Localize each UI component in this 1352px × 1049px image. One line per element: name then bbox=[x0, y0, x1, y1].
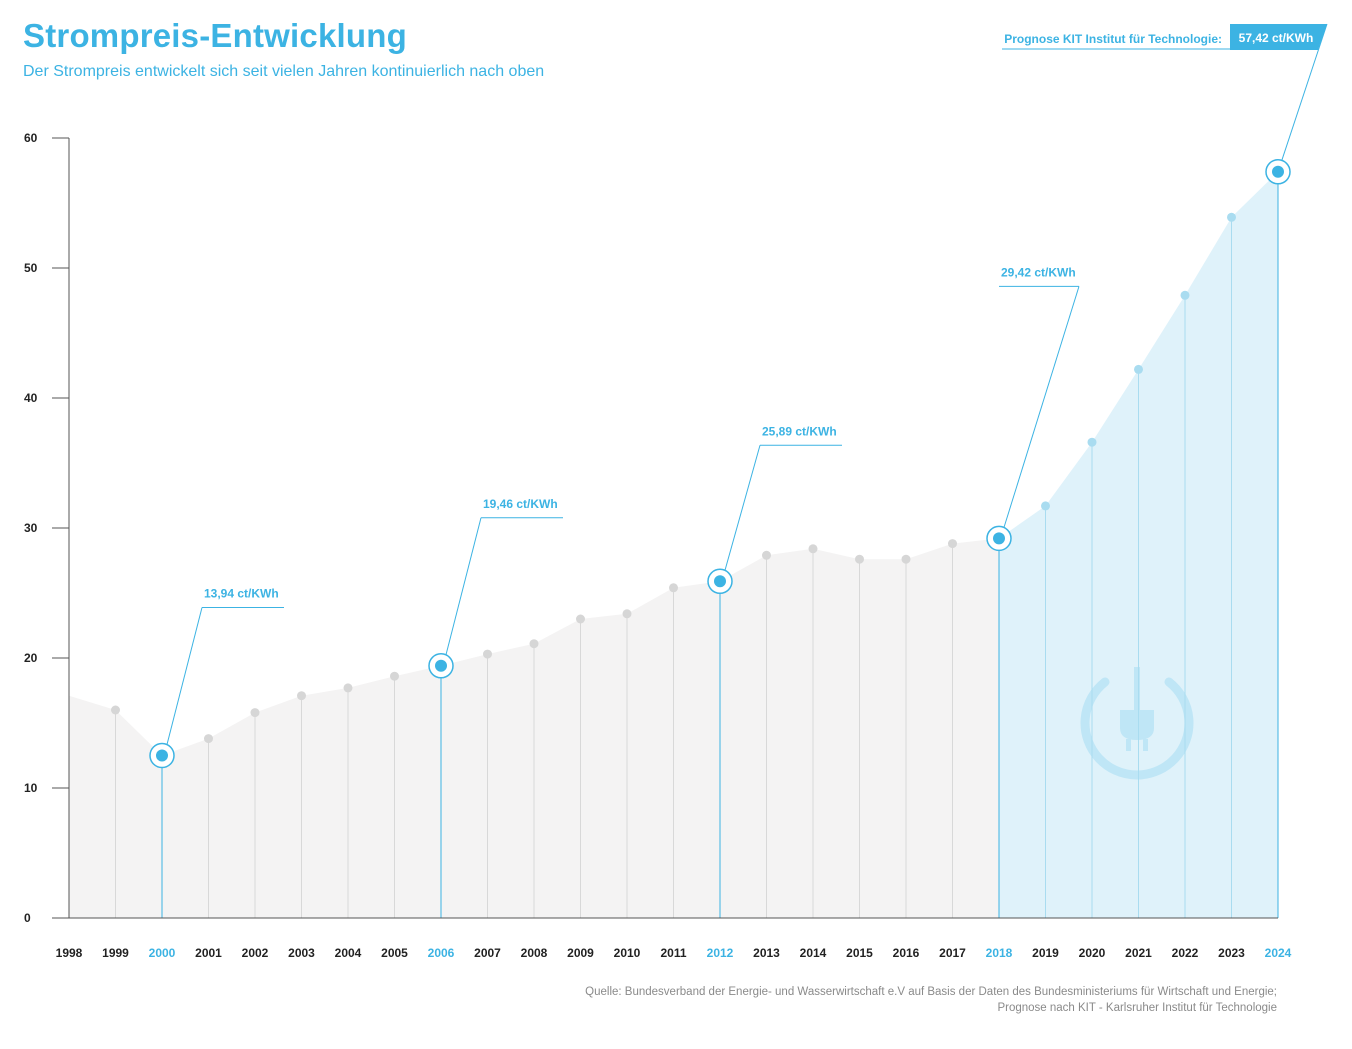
x-tick-label-2010: 2010 bbox=[614, 946, 641, 960]
x-tick-label-2005: 2005 bbox=[381, 946, 408, 960]
y-tick-label-60: 60 bbox=[24, 131, 38, 145]
x-tick-label-2023: 2023 bbox=[1218, 946, 1245, 960]
callout-label-2006: 19,46 ct/KWh bbox=[483, 497, 558, 511]
highlight-point-2018 bbox=[993, 532, 1005, 545]
plug-pin-right bbox=[1143, 739, 1148, 751]
data-point-2009 bbox=[576, 614, 585, 624]
prognose-value: 57,42 ct/KWh bbox=[1239, 31, 1314, 45]
x-tick-label-1998: 1998 bbox=[56, 946, 83, 960]
data-point-2022 bbox=[1180, 290, 1190, 300]
source-note: Quelle: Bundesverband der Energie- und W… bbox=[585, 985, 1277, 1016]
highlight-point-2006 bbox=[435, 659, 447, 672]
callout-label-2000: 13,94 ct/KWh bbox=[204, 587, 279, 601]
callout-leader-2012 bbox=[724, 445, 761, 571]
x-tick-label-2013: 2013 bbox=[753, 946, 780, 960]
drop-lines bbox=[115, 171, 1279, 918]
y-tick-label-40: 40 bbox=[24, 391, 38, 405]
x-axis-labels: 1998 1999 2000 2001 2002 2003 2004 2005 2006 2007… bbox=[56, 946, 1292, 960]
y-tick-label-10: 10 bbox=[24, 781, 38, 795]
data-point-2008 bbox=[529, 639, 539, 649]
x-tick-label-2022: 2022 bbox=[1172, 946, 1199, 960]
data-point-2014 bbox=[808, 544, 818, 554]
x-tick-label-2012: 2012 bbox=[707, 946, 734, 960]
data-point-2002 bbox=[250, 708, 260, 718]
callout-label-2018: 29,42 ct/KWh bbox=[1001, 265, 1076, 279]
highlight-point-2024 bbox=[1272, 165, 1284, 178]
x-tick-label-2004: 2004 bbox=[335, 946, 362, 960]
x-tick-label-2018: 2018 bbox=[986, 946, 1013, 960]
data-point-2005 bbox=[390, 671, 399, 681]
data-point-2020 bbox=[1087, 437, 1097, 447]
x-tick-label-2003: 2003 bbox=[288, 946, 315, 960]
y-tick-label-0: 0 bbox=[24, 911, 31, 925]
x-tick-label-2017: 2017 bbox=[939, 946, 966, 960]
data-point-2019 bbox=[1041, 501, 1050, 511]
plug-power-icon bbox=[1080, 667, 1194, 780]
data-point-2013 bbox=[762, 550, 771, 560]
x-tick-label-2024: 2024 bbox=[1265, 946, 1292, 960]
prognose-leader bbox=[1281, 23, 1328, 160]
x-tick-label-2019: 2019 bbox=[1032, 946, 1059, 960]
x-tick-label-2016: 2016 bbox=[893, 946, 920, 960]
source-line-2: Prognose nach KIT - Karlsruher Institut … bbox=[997, 1001, 1277, 1014]
data-point-2010 bbox=[622, 609, 632, 619]
callout-leader-2018 bbox=[1003, 286, 1080, 528]
plug-body bbox=[1120, 710, 1154, 740]
x-tick-label-2014: 2014 bbox=[800, 946, 827, 960]
y-tick-label-50: 50 bbox=[24, 261, 38, 275]
chart-subtitle: Der Strompreis entwickelt sich seit viel… bbox=[23, 63, 545, 80]
highlight-point-2012 bbox=[714, 575, 726, 588]
data-point-2015 bbox=[855, 554, 864, 564]
x-tick-label-2011: 2011 bbox=[660, 946, 686, 960]
data-point-2021 bbox=[1134, 364, 1143, 374]
x-tick-label-2006: 2006 bbox=[428, 946, 455, 960]
prognose-value-box bbox=[1230, 24, 1327, 50]
x-tick-label-1999: 1999 bbox=[102, 946, 129, 960]
x-tick-label-2021: 2021 bbox=[1125, 946, 1152, 960]
x-tick-label-2015: 2015 bbox=[846, 946, 873, 960]
callout-leader-2006 bbox=[445, 517, 482, 655]
data-point-2016 bbox=[901, 554, 911, 564]
source-line-1: Quelle: Bundesverband der Energie- und W… bbox=[585, 986, 1277, 998]
x-tick-label-2002: 2002 bbox=[242, 946, 269, 960]
data-point-1999 bbox=[111, 705, 120, 715]
plug-pin-left bbox=[1126, 739, 1131, 751]
axes: 0 10 20 30 40 50 60 bbox=[24, 131, 1278, 925]
prognose-callout: Prognose KIT Institut für Technologie: 5… bbox=[1002, 23, 1328, 160]
x-tick-label-2000: 2000 bbox=[149, 946, 176, 960]
data-points bbox=[111, 159, 1291, 769]
x-tick-label-2009: 2009 bbox=[567, 946, 594, 960]
x-tick-label-2007: 2007 bbox=[474, 946, 501, 960]
data-point-2004 bbox=[343, 683, 353, 693]
y-tick-label-20: 20 bbox=[24, 651, 38, 665]
callout-label-2012: 25,89 ct/KWh bbox=[762, 424, 837, 438]
prognose-label: Prognose KIT Institut für Technologie: bbox=[1004, 32, 1222, 46]
callouts: 13,94 ct/KWh 19,46 ct/KWh 25,89 ct/KWh 29,4… bbox=[166, 265, 1080, 745]
power-ring bbox=[1080, 677, 1194, 780]
highlight-point-2000 bbox=[156, 749, 168, 762]
x-tick-label-2001: 2001 bbox=[195, 946, 222, 960]
data-point-2007 bbox=[483, 649, 492, 659]
data-point-2011 bbox=[669, 583, 678, 593]
data-point-2003 bbox=[297, 691, 306, 701]
y-tick-label-30: 30 bbox=[24, 521, 38, 535]
x-tick-label-2008: 2008 bbox=[521, 946, 548, 960]
callout-leader-2000 bbox=[166, 607, 203, 745]
data-point-2023 bbox=[1227, 212, 1236, 222]
data-point-2001 bbox=[204, 734, 213, 744]
x-tick-label-2020: 2020 bbox=[1079, 946, 1106, 960]
chart-title: Strompreis-Entwicklung bbox=[23, 17, 407, 54]
data-point-2017 bbox=[948, 539, 957, 549]
